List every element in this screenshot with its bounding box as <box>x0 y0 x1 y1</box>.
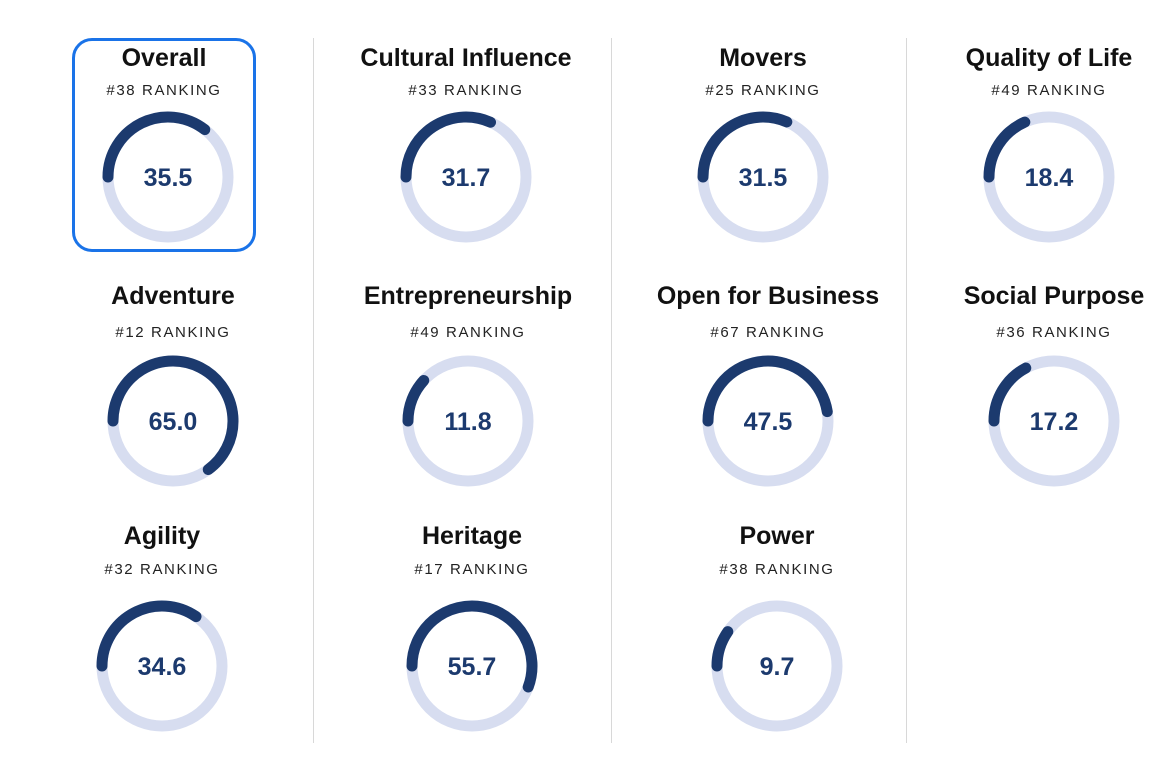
column-divider <box>611 38 612 743</box>
gauge-card-cultural-influence[interactable]: Cultural Influence #33 RANKING 31.7 <box>335 38 585 268</box>
gauge-value: 35.5 <box>144 164 193 192</box>
gauge-arc <box>402 374 430 427</box>
gauge-ranking: #25 RANKING <box>705 82 821 99</box>
gauge-ring: 18.4 <box>983 111 1115 243</box>
gauge-value: 31.7 <box>442 164 491 192</box>
gauge-ring: 11.8 <box>402 355 534 487</box>
gauge-value: 55.7 <box>448 653 497 681</box>
gauge-title: Cultural Influence <box>360 44 572 72</box>
gauge-ranking: #38 RANKING <box>719 561 835 578</box>
gauge-ring: 34.6 <box>96 600 228 732</box>
gauge-value: 65.0 <box>149 408 198 436</box>
gauge-arc <box>406 600 538 693</box>
gauge-card-power[interactable]: Power #38 RANKING 9.7 <box>635 518 885 748</box>
gauge-ring: 17.2 <box>988 355 1120 487</box>
gauge-title: Entrepreneurship <box>363 282 573 310</box>
gauge-ring: 47.5 <box>702 355 834 487</box>
gauge-value: 18.4 <box>1025 164 1074 192</box>
gauge-arc <box>711 626 734 672</box>
gauge-arc <box>400 111 497 183</box>
gauge-card-movers[interactable]: Movers #25 RANKING 31.5 <box>632 38 882 268</box>
gauge-title: Heritage <box>421 522 523 550</box>
gauge-card-quality-of-life[interactable]: Quality of Life #49 RANKING 18.4 <box>916 38 1166 268</box>
gauge-ring: 55.7 <box>406 600 538 732</box>
gauge-ring: 35.5 <box>102 111 234 243</box>
gauge-ranking: #49 RANKING <box>991 82 1107 99</box>
gauge-arc <box>988 362 1032 427</box>
gauge-title: Adventure <box>111 282 235 310</box>
gauge-arc <box>107 355 239 476</box>
gauge-title: Power <box>739 522 815 550</box>
gauge-ranking: #38 RANKING <box>106 82 222 99</box>
gauge-ranking: #36 RANKING <box>996 324 1112 341</box>
gauge-card-heritage[interactable]: Heritage #17 RANKING 55.7 <box>339 518 589 748</box>
gauge-title: Open for Business <box>656 282 880 310</box>
gauge-card-adventure[interactable]: Adventure #12 RANKING 65.0 <box>40 278 290 508</box>
gauge-title: Quality of Life <box>965 44 1133 72</box>
gauge-ranking: #32 RANKING <box>104 561 220 578</box>
gauge-value: 47.5 <box>744 408 793 436</box>
gauge-arc <box>96 600 202 672</box>
gauge-value: 9.7 <box>760 653 795 681</box>
gauge-ring: 31.5 <box>697 111 829 243</box>
gauge-ring: 31.7 <box>400 111 532 243</box>
gauge-ranking: #49 RANKING <box>410 324 526 341</box>
gauge-card-open-for-business[interactable]: Open for Business #67 RANKING 47.5 <box>643 278 893 508</box>
column-divider <box>313 38 314 743</box>
gauge-value: 11.8 <box>444 408 491 436</box>
gauge-arc <box>983 116 1031 183</box>
gauge-ranking: #67 RANKING <box>710 324 826 341</box>
gauge-arc <box>702 355 833 427</box>
gauge-value: 17.2 <box>1030 408 1079 436</box>
gauge-arc <box>697 111 793 183</box>
gauge-ranking: #33 RANKING <box>408 82 524 99</box>
gauge-card-social-purpose[interactable]: Social Purpose #36 RANKING 17.2 <box>940 278 1170 508</box>
gauge-value: 31.5 <box>739 164 788 192</box>
gauge-title: Movers <box>719 44 807 72</box>
gauge-card-agility[interactable]: Agility #32 RANKING 34.6 <box>40 518 290 748</box>
column-divider <box>906 38 907 743</box>
gauge-ring: 65.0 <box>107 355 239 487</box>
gauge-ring: 9.7 <box>711 600 843 732</box>
gauge-arc <box>102 111 211 183</box>
gauge-ranking: #12 RANKING <box>115 324 231 341</box>
gauge-ranking: #17 RANKING <box>414 561 530 578</box>
gauge-card-entrepreneurship[interactable]: Entrepreneurship #49 RANKING 11.8 <box>342 278 592 508</box>
gauge-card-overall[interactable]: Overall #38 RANKING 35.5 <box>72 38 322 268</box>
gauge-title: Agility <box>123 522 201 550</box>
gauge-title: Overall <box>121 44 207 72</box>
gauge-title: Social Purpose <box>963 282 1145 310</box>
gauge-value: 34.6 <box>138 653 187 681</box>
